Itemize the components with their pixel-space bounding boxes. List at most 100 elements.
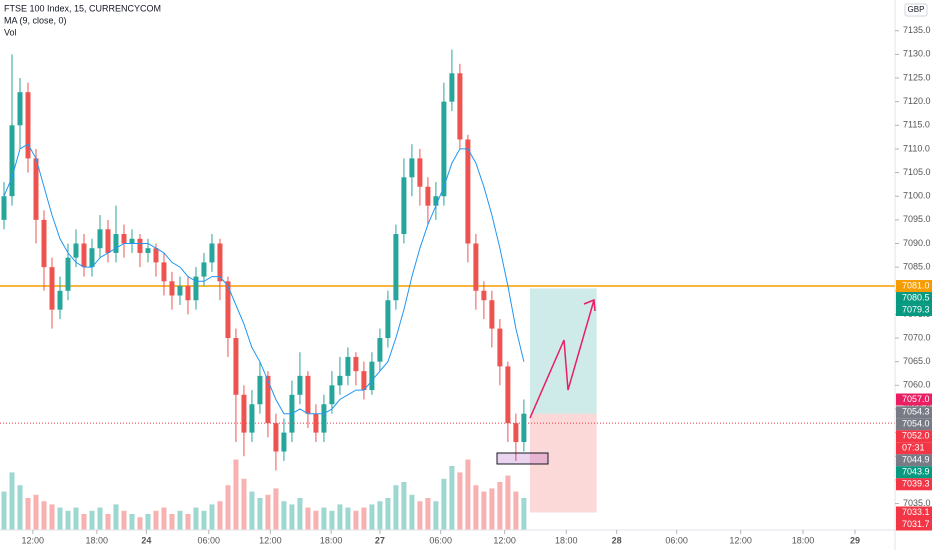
x-tick-label: 06:00 bbox=[429, 535, 452, 545]
y-tick-label: 7095.0 bbox=[903, 214, 931, 224]
volume-bar bbox=[193, 507, 199, 530]
candle-body bbox=[145, 248, 151, 253]
volume-bar bbox=[49, 504, 55, 530]
candle-body bbox=[433, 196, 439, 206]
volume-bar bbox=[497, 482, 503, 530]
y-tick-label: 7105.0 bbox=[903, 167, 931, 177]
moving-average bbox=[3, 143, 525, 415]
candle-body bbox=[41, 219, 47, 268]
plot-area bbox=[0, 49, 895, 530]
currency-badge[interactable] bbox=[904, 3, 928, 17]
x-tick-label: 24 bbox=[141, 535, 151, 545]
volume-bar bbox=[289, 504, 295, 530]
volume-bar bbox=[385, 498, 391, 530]
volume-bar bbox=[409, 494, 415, 530]
volume-bar bbox=[105, 514, 111, 530]
candle-body bbox=[441, 101, 447, 197]
volume-bar bbox=[425, 498, 431, 530]
x-tick-label: 29 bbox=[850, 535, 860, 545]
volume-bar bbox=[225, 485, 231, 530]
candle-body bbox=[369, 361, 375, 391]
candle-body bbox=[9, 125, 15, 197]
candle-body bbox=[105, 229, 111, 253]
candle-body bbox=[401, 177, 407, 235]
x-tick-label: 12:00 bbox=[22, 535, 45, 545]
x-tick-label: 12:00 bbox=[259, 535, 282, 545]
price-badge-label: 7057.0 bbox=[902, 394, 930, 404]
candle-body bbox=[217, 243, 223, 282]
candle-body bbox=[473, 243, 479, 291]
volume-bar bbox=[233, 459, 239, 530]
candle-body bbox=[225, 281, 231, 339]
candle-body bbox=[185, 286, 191, 301]
candle-body bbox=[177, 286, 183, 296]
price-badge bbox=[896, 466, 932, 479]
y-tick-label: 7110.0 bbox=[903, 143, 930, 153]
volume-bar bbox=[393, 485, 399, 530]
candle-body bbox=[449, 73, 455, 102]
candle-body bbox=[417, 158, 423, 187]
candle-body bbox=[137, 238, 143, 253]
price-badge bbox=[896, 280, 932, 293]
candle-body bbox=[393, 234, 399, 301]
volume-bar bbox=[361, 507, 367, 530]
volume-bar bbox=[73, 507, 79, 530]
candle-body bbox=[121, 234, 127, 244]
volume-bar bbox=[265, 494, 271, 530]
price-badge-label: 7054.0 bbox=[902, 419, 930, 429]
candle-body bbox=[329, 385, 335, 405]
volume-bar bbox=[185, 514, 191, 530]
volume-bar bbox=[249, 491, 255, 530]
candle-body bbox=[353, 356, 359, 372]
volume-bar bbox=[177, 510, 183, 530]
price-badge bbox=[896, 418, 932, 431]
candle-body bbox=[257, 375, 263, 405]
candle-body bbox=[193, 276, 199, 301]
volume-bar bbox=[353, 510, 359, 530]
x-tick-label: 18:00 bbox=[320, 535, 343, 545]
x-tick-label: 18:00 bbox=[86, 535, 109, 545]
x-tick-label: 18:00 bbox=[792, 535, 815, 545]
price-badge bbox=[896, 393, 932, 406]
volume-bar bbox=[441, 478, 447, 530]
currency[interactable]: GBP bbox=[908, 5, 925, 14]
price-badge-label: 7052.0 bbox=[902, 431, 930, 441]
volume-bar bbox=[113, 504, 119, 530]
volume-bar bbox=[65, 510, 71, 530]
candle-body bbox=[457, 73, 463, 140]
price-badge bbox=[896, 406, 932, 419]
candle-body bbox=[505, 366, 511, 424]
candle-body bbox=[233, 338, 239, 395]
price-badge bbox=[896, 454, 932, 467]
y-tick-label: 7070.0 bbox=[903, 332, 931, 342]
volume-bar bbox=[33, 494, 39, 530]
candle-body bbox=[489, 300, 495, 329]
chart-title: FTSE 100 Index, 15, CURRENCYCOM bbox=[4, 3, 161, 13]
price-badge bbox=[896, 518, 932, 531]
candle-body bbox=[209, 243, 215, 263]
volume-bar bbox=[1, 491, 7, 530]
volume-bar bbox=[321, 507, 327, 530]
countdown: 07:31 bbox=[902, 443, 925, 453]
loss-zone bbox=[529, 413, 597, 513]
candle-body bbox=[377, 338, 383, 362]
volume-bar bbox=[17, 485, 23, 530]
y-tick-label: 7130.0 bbox=[903, 49, 931, 59]
volume-bar bbox=[25, 498, 31, 530]
volume-bar bbox=[257, 498, 263, 530]
volume-bar bbox=[241, 478, 247, 530]
countdown-badge bbox=[896, 442, 932, 455]
axes: 7035.07040.07045.07050.07055.07060.07065… bbox=[22, 25, 932, 545]
price-badge bbox=[896, 506, 932, 519]
candle-body bbox=[345, 356, 351, 376]
candle-body bbox=[89, 248, 95, 268]
candle-body bbox=[273, 423, 279, 452]
price-badge-label: 7043.9 bbox=[902, 467, 930, 477]
price-badge-label: 7081.0 bbox=[902, 280, 930, 290]
candle-body bbox=[25, 92, 31, 159]
y-tick-label: 7100.0 bbox=[903, 191, 931, 201]
candle-body bbox=[409, 158, 415, 178]
candle-body bbox=[337, 375, 343, 386]
candle-body bbox=[97, 229, 103, 249]
candle-body bbox=[161, 262, 167, 282]
